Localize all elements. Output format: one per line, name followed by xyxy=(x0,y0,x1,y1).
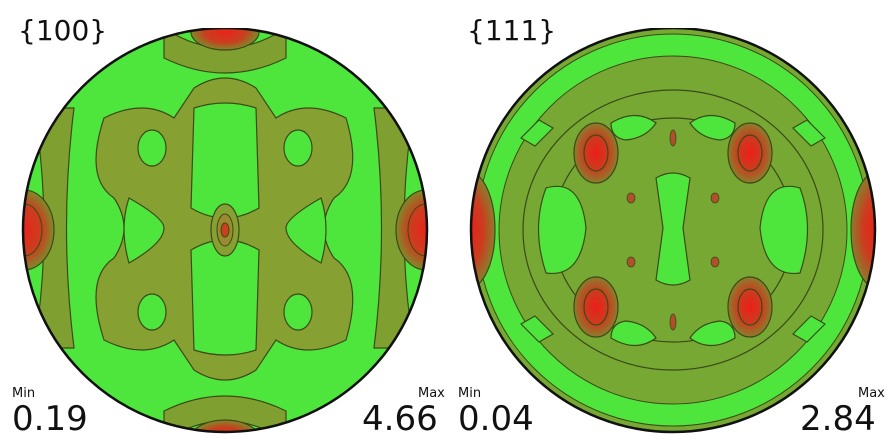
pole-figure-111 xyxy=(469,28,877,434)
min-label-111: Min xyxy=(458,386,482,401)
max-label-100: Max xyxy=(418,386,445,401)
max-label-111: Max xyxy=(858,386,885,401)
plane-label-100: {100} xyxy=(18,14,108,47)
max-value-111: 2.84 xyxy=(800,399,876,439)
pole-figure-100 xyxy=(21,28,429,434)
plane-label-111: {111} xyxy=(467,14,557,47)
min-value-111: 0.04 xyxy=(458,399,534,439)
max-value-100: 4.66 xyxy=(362,399,438,439)
min-label-100: Min xyxy=(12,386,36,401)
min-value-100: 0.19 xyxy=(12,399,88,439)
